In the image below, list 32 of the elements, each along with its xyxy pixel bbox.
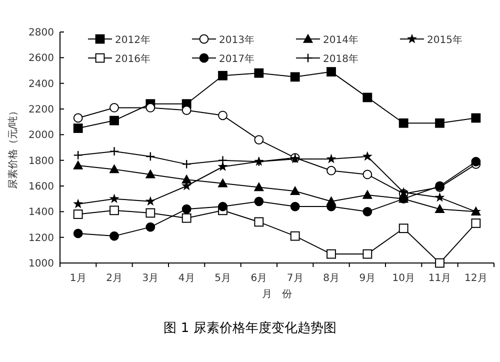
text: 图 1 尿素价格年度变化趋势图 [164,320,336,336]
x-tick-label: 12月 [464,273,488,284]
y-axis-title: 尿素价格（元/吨） [7,106,19,190]
legend-label: 2017年 [219,53,254,65]
y-tick-label: 2200 [28,104,54,116]
y-tick-label: 2400 [28,78,54,90]
legend-label: 2012年 [115,34,150,46]
y-tick-label: 1400 [28,207,54,218]
x-tick-label: 4月 [178,273,195,284]
y-tick-label: 1600 [28,182,54,192]
y-tick-label: 2600 [28,53,54,64]
legend-label: 2018年 [323,53,358,65]
y-tick-label: 2800 [28,28,54,38]
x-tick-label: 11月 [428,273,452,284]
x-axis-title: 月 份 [262,289,292,300]
legend-label: 2016年 [115,53,150,65]
x-tick-label: 6月 [250,273,268,284]
legend-label: 2013年 [219,34,254,46]
y-tick-label: 2000 [28,130,54,142]
x-tick-label: 9月 [359,273,376,284]
x-tick-label: 3月 [142,273,159,284]
x-tick-label: 7月 [286,273,304,284]
y-tick-label: 1800 [28,156,54,167]
x-tick-label: 8月 [323,273,340,284]
y-tick-label: 1200 [28,232,54,244]
x-tick-label: 5月 [214,273,231,284]
y-tick-label: 1000 [28,258,54,270]
x-tick-label: 2月 [106,273,122,284]
legend-label: 2014年 [323,34,358,46]
x-tick-label: 1月 [70,273,86,284]
legend-label: 2015年 [427,34,462,46]
x-tick-label: 10月 [392,273,415,284]
